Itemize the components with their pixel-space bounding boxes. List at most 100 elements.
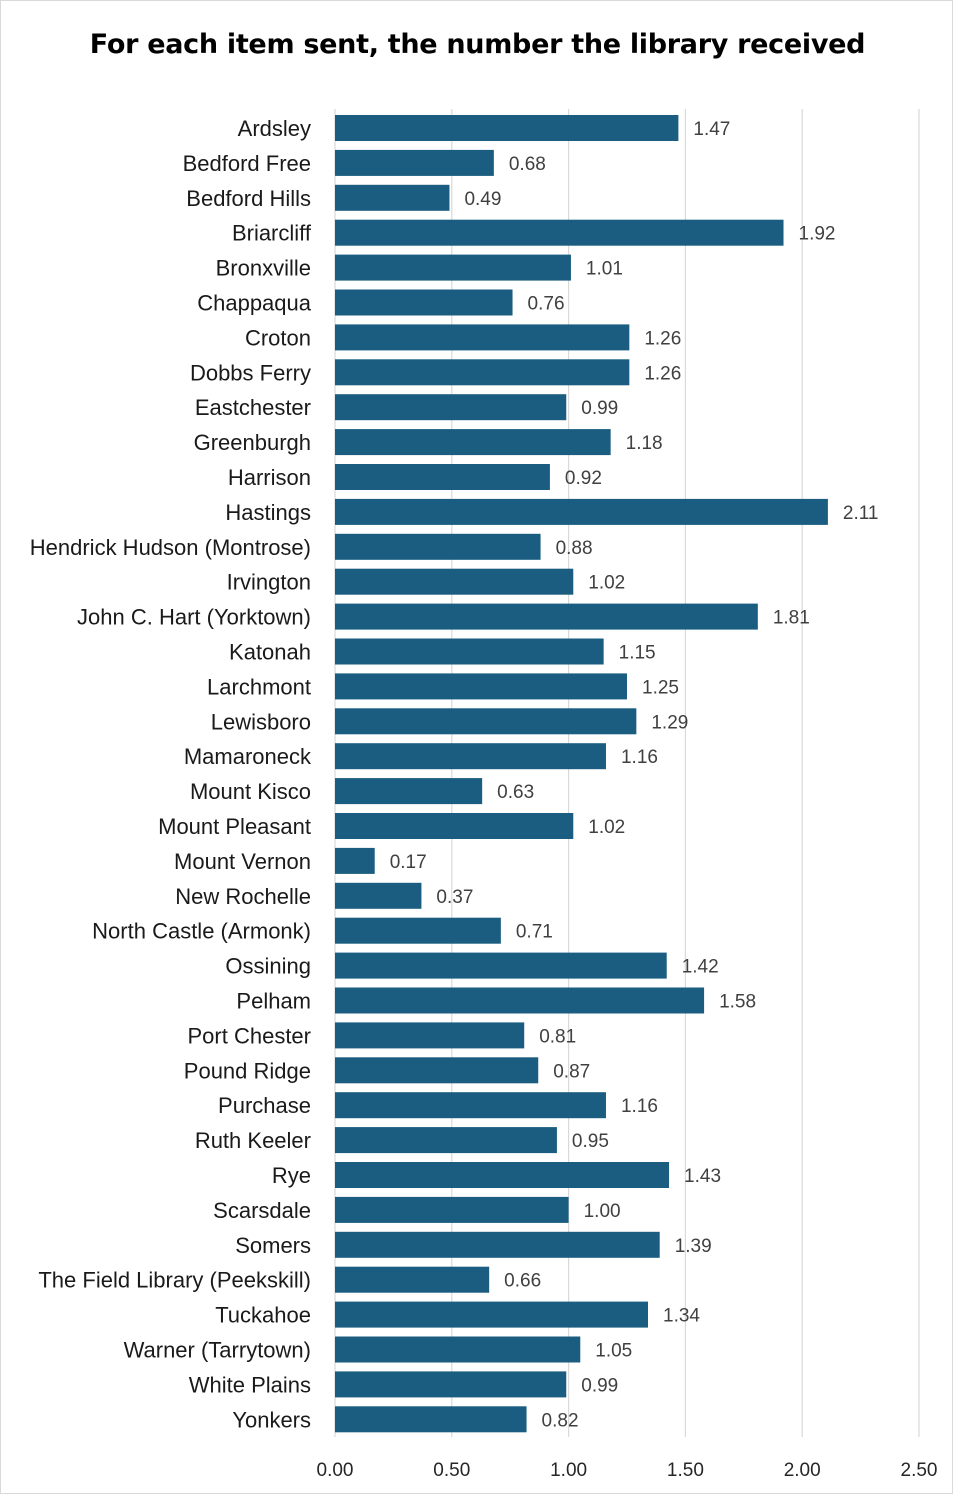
chart-title: For each item sent, the number the libra… <box>89 29 866 60</box>
data-label: 0.63 <box>497 782 534 803</box>
category-label: Lewisboro <box>211 709 311 734</box>
category-label: Hastings <box>225 500 311 525</box>
bar <box>335 219 784 246</box>
bar <box>335 324 630 351</box>
bar <box>335 603 758 630</box>
data-label: 1.39 <box>675 1236 712 1257</box>
data-label: 0.71 <box>516 922 553 943</box>
bar <box>335 882 422 909</box>
x-tick-label: 0.50 <box>433 1460 470 1481</box>
category-label: Briarcliff <box>232 221 312 246</box>
data-label: 0.49 <box>464 189 501 210</box>
x-tick-label: 1.00 <box>550 1460 587 1481</box>
bar <box>335 1336 581 1363</box>
category-label: Ruth Keeler <box>195 1128 311 1153</box>
data-label: 1.05 <box>595 1341 632 1362</box>
category-label: Chappaqua <box>197 291 312 316</box>
category-label: Mount Vernon <box>174 849 311 874</box>
category-label: Dobbs Ferry <box>190 360 311 385</box>
data-label: 1.25 <box>642 677 679 698</box>
data-label: 1.16 <box>621 1096 658 1117</box>
category-label: Bedford Hills <box>186 186 311 211</box>
bar <box>335 498 828 525</box>
bar <box>335 1162 670 1188</box>
data-label: 0.76 <box>528 294 565 315</box>
bar <box>335 149 494 176</box>
bar <box>335 1127 557 1154</box>
category-label: North Castle (Armonk) <box>92 919 311 944</box>
category-label: Eastchester <box>195 395 311 420</box>
bar <box>335 394 567 421</box>
category-label: Port Chester <box>188 1023 312 1048</box>
data-label: 1.58 <box>719 992 756 1013</box>
category-label: John C. Hart (Yorktown) <box>77 605 311 630</box>
category-label: Rye <box>272 1163 311 1188</box>
bar <box>335 1022 525 1049</box>
data-label: 0.17 <box>390 852 427 873</box>
data-label: 1.43 <box>684 1166 721 1187</box>
bar <box>335 464 550 490</box>
data-label: 0.87 <box>553 1061 590 1082</box>
bar <box>335 987 705 1014</box>
data-label: 1.34 <box>663 1306 700 1327</box>
data-label: 0.68 <box>509 154 546 175</box>
category-label: Tuckahoe <box>215 1303 311 1328</box>
data-label: 1.47 <box>693 119 730 140</box>
data-label: 1.01 <box>586 259 623 280</box>
bar <box>335 708 637 735</box>
bar <box>335 1371 567 1398</box>
data-label: 1.81 <box>773 608 810 629</box>
bar <box>335 184 450 211</box>
bar <box>335 847 375 874</box>
bar <box>335 952 667 979</box>
x-tick-label: 2.00 <box>784 1460 821 1481</box>
bar <box>335 778 483 805</box>
category-label: New Rochelle <box>175 884 311 909</box>
data-label: 1.18 <box>626 433 663 454</box>
data-label: 0.37 <box>436 887 473 908</box>
value-labels: 1.47 0.68 0.49 1.92 1.01 0.76 1.26 1.26 0.99 1.18… <box>390 119 879 1431</box>
category-label: Ossining <box>225 954 311 979</box>
bar <box>335 115 679 141</box>
bar <box>335 1231 660 1258</box>
x-tick-label: 0.00 <box>317 1460 354 1481</box>
category-label: The Field Library (Peekskill) <box>38 1268 311 1293</box>
bar <box>335 254 571 281</box>
category-label: Bronxville <box>216 256 311 281</box>
data-label: 1.00 <box>584 1201 621 1222</box>
category-label: Somers <box>235 1233 311 1258</box>
bar <box>335 1406 527 1433</box>
bar <box>335 1301 649 1328</box>
bar <box>335 533 541 560</box>
category-label: Warner (Tarrytown) <box>124 1338 311 1363</box>
bar <box>335 1266 490 1293</box>
bar <box>335 568 574 595</box>
bar <box>335 1057 539 1084</box>
x-tick-label: 2.50 <box>901 1460 938 1481</box>
category-label: Croton <box>245 325 311 350</box>
bar <box>335 638 604 665</box>
category-label: Hendrick Hudson (Montrose) <box>30 535 311 560</box>
bar <box>335 359 630 386</box>
bar <box>335 289 513 316</box>
data-label: 0.99 <box>581 1375 618 1396</box>
category-label: Harrison <box>228 465 311 490</box>
x-tick-label: 1.50 <box>667 1460 704 1481</box>
category-label: Scarsdale <box>213 1198 311 1223</box>
category-label: Pound Ridge <box>184 1058 311 1083</box>
data-label: 1.92 <box>799 224 836 245</box>
category-label: Larchmont <box>207 674 311 699</box>
bars <box>335 115 828 1433</box>
data-label: 0.81 <box>539 1026 576 1047</box>
category-label: Purchase <box>218 1093 311 1118</box>
data-label: 0.66 <box>504 1271 541 1292</box>
bar <box>335 1196 569 1223</box>
category-label: Mount Kisco <box>190 779 311 804</box>
bar <box>335 813 574 839</box>
category-label: White Plains <box>189 1372 311 1397</box>
data-label: 0.99 <box>581 398 618 419</box>
data-label: 1.29 <box>651 712 688 733</box>
bar <box>335 743 606 770</box>
data-label: 2.11 <box>843 503 879 524</box>
